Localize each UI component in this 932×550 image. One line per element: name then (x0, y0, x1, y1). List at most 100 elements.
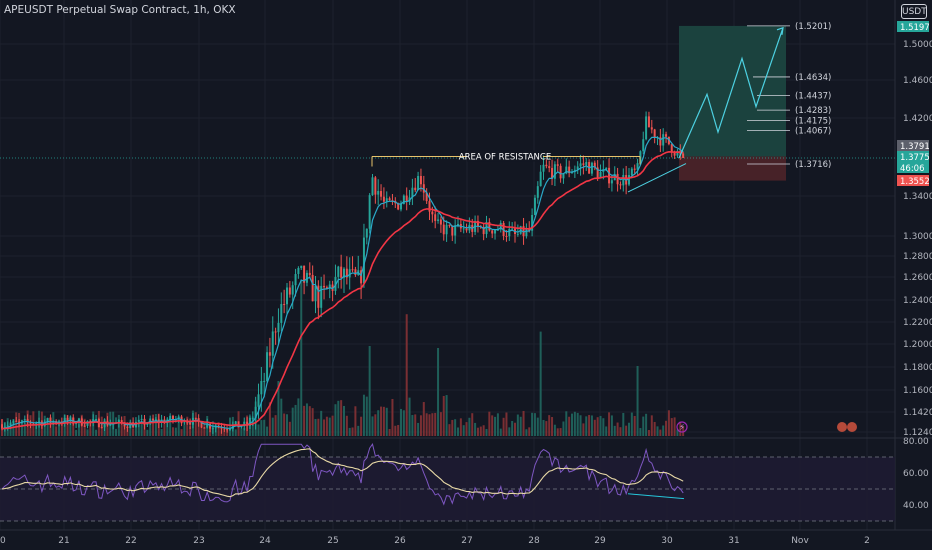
volume-bar-211 (602, 418, 605, 436)
candle-body-71 (203, 427, 206, 429)
volume-bar-147 (419, 415, 422, 436)
time-tick-3: 23 (193, 536, 204, 546)
candle-body-106 (303, 265, 306, 283)
volume-bar-146 (417, 422, 420, 436)
volume-bar-90 (257, 424, 260, 436)
candle-body-175 (499, 222, 502, 230)
volume-bar-225 (642, 416, 645, 436)
volume-bar-187 (533, 413, 536, 436)
volume-bar-65 (186, 416, 189, 436)
volume-bar-8 (23, 422, 26, 436)
time-tick-6: 26 (394, 536, 406, 546)
level-label-5: (1.4175) (795, 116, 831, 126)
candle-body-169 (482, 226, 485, 235)
volume-bar-23 (66, 415, 69, 436)
candle-body-54 (154, 419, 157, 421)
candle-body-153 (437, 219, 440, 221)
rsi-tick-2: 40.00 (903, 501, 929, 511)
candle-body-117 (334, 276, 337, 291)
candle-body-114 (325, 287, 328, 289)
volume-bar-92 (263, 419, 266, 436)
candle-body-48 (137, 419, 140, 422)
time-tick-7: 27 (461, 536, 472, 546)
volume-bar-162 (462, 425, 465, 436)
volume-bar-100 (286, 414, 288, 436)
volume-bar-45 (129, 421, 132, 436)
candle-body-205 (585, 162, 588, 165)
volume-bar-155 (442, 395, 445, 436)
volume-bar-158 (451, 419, 454, 436)
volume-bar-204 (582, 423, 585, 436)
candle-body-155 (442, 224, 445, 235)
price-label-1: 1.3791 (900, 142, 930, 152)
candle-body-136 (388, 198, 391, 201)
candle-body-226 (645, 116, 648, 140)
candle-body-16 (46, 417, 49, 422)
price-tick-6: 1.2400 (903, 296, 932, 306)
volume-bar-20 (58, 420, 60, 436)
volume-bar-80 (229, 417, 231, 436)
candle-body-222 (633, 168, 636, 170)
candle-body-89 (254, 406, 257, 418)
candle-body-207 (590, 162, 593, 174)
time-tick-5: 25 (327, 536, 338, 546)
candle-body-65 (186, 422, 189, 424)
candle-body-17 (49, 417, 52, 423)
volume-bars (1, 279, 685, 436)
candle-body-162 (462, 228, 465, 230)
candle-body-36 (103, 420, 106, 428)
volume-bar-111 (317, 418, 320, 436)
volume-bar-52 (149, 422, 152, 436)
candle-body-233 (665, 134, 668, 137)
time-tick-11: 31 (728, 536, 739, 546)
candle-body-189 (539, 171, 542, 187)
candle-body-98 (280, 304, 283, 323)
volume-bar-105 (300, 279, 303, 436)
candle-body-172 (491, 230, 494, 234)
volume-bar-114 (325, 416, 328, 436)
volume-bar-215 (613, 425, 616, 436)
volume-bar-127 (362, 394, 365, 436)
volume-bar-12 (35, 425, 38, 436)
volume-bar-30 (86, 429, 89, 436)
currency-button[interactable]: USDT (901, 4, 927, 19)
candle-body-160 (457, 223, 459, 226)
candle-body-3 (9, 423, 12, 426)
candle-body-232 (662, 134, 665, 146)
candle-body-2 (6, 425, 9, 427)
volume-bar-201 (573, 411, 576, 436)
volume-bar-76 (217, 422, 220, 436)
candle-body-184 (525, 228, 528, 237)
volume-bar-210 (599, 415, 602, 436)
candle-body-220 (628, 175, 630, 185)
volume-bar-148 (422, 402, 425, 436)
candle-body-237 (676, 151, 679, 156)
candle-body-110 (314, 285, 317, 302)
volume-bar-138 (394, 425, 397, 436)
candle-body-44 (126, 426, 129, 429)
volume-bar-54 (154, 413, 157, 436)
volume-bar-161 (459, 418, 462, 436)
level-label-7: (1.3716) (795, 160, 831, 170)
volume-bar-113 (323, 419, 326, 436)
candle-body-105 (300, 265, 303, 268)
candle-body-77 (220, 427, 223, 429)
volume-bar-121 (345, 415, 348, 436)
rsi-tick-0: 80.00 (903, 437, 929, 447)
volume-bar-239 (682, 425, 685, 436)
candle-body-212 (605, 167, 608, 170)
volume-bar-101 (288, 421, 291, 436)
candle-body-86 (246, 421, 249, 426)
candle-body-163 (465, 228, 468, 231)
candle-body-92 (263, 380, 266, 382)
volume-bar-163 (465, 422, 468, 436)
volume-bar-142 (405, 314, 408, 436)
volume-bar-24 (69, 416, 72, 436)
volume-bar-216 (616, 422, 619, 436)
volume-bar-166 (474, 422, 477, 436)
volume-bar-169 (482, 425, 485, 436)
volume-bar-46 (132, 428, 135, 436)
volume-bar-129 (368, 346, 371, 436)
candle-body-85 (243, 421, 246, 427)
